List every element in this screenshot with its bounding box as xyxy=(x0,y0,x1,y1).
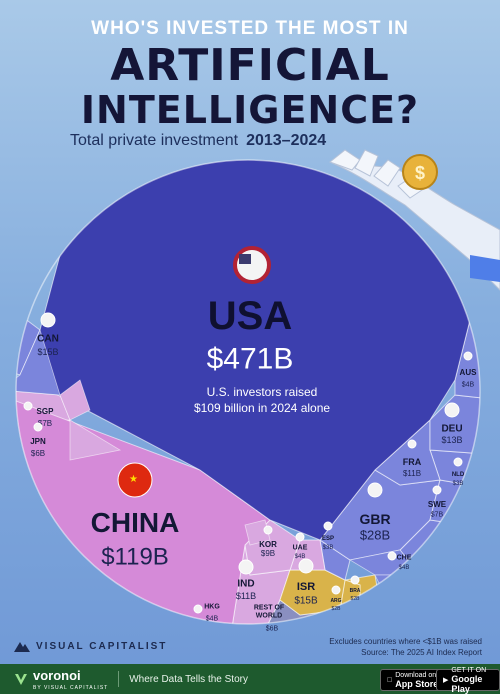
flag-china-star: ★ xyxy=(129,474,138,485)
googleplay-small: GET IT ON xyxy=(451,666,487,674)
chart-title-line1: ARTIFICIAL xyxy=(110,40,390,91)
flag-deu-icon xyxy=(444,402,460,418)
flag-uae-icon xyxy=(295,532,305,542)
cell-label-kor: KOR xyxy=(259,540,277,549)
flag-gbr-icon xyxy=(367,482,383,498)
cell-value-sgp: $7B xyxy=(38,419,52,428)
svg-text:$: $ xyxy=(415,163,425,183)
cell-value-che: $4B xyxy=(399,565,410,571)
appstore-big: App Store xyxy=(390,678,438,689)
flag-fra-icon xyxy=(407,439,417,449)
cell-value-hkg: $4B xyxy=(206,615,219,622)
chart-title-line2: INTELLIGENCE? xyxy=(80,88,420,132)
cell-value-esp: $3B xyxy=(323,545,334,551)
cell-label-chn: CHINA xyxy=(91,507,180,538)
subtitle-years: 2013–2024 xyxy=(246,132,327,149)
minor-country-cell xyxy=(69,419,122,461)
cell-value-row: $6B xyxy=(266,625,279,632)
cell-label-usa: USA xyxy=(208,294,292,338)
play-icon: ▶ xyxy=(443,677,449,684)
cell-label-row: REST OF WORLD xyxy=(254,604,285,619)
flag-nld-icon xyxy=(453,457,463,467)
minor-country-cell xyxy=(59,379,91,421)
voronoi-name: voronoi xyxy=(33,668,81,683)
cell-value-aus: $4B xyxy=(462,381,475,388)
cell-label-fra: FRA xyxy=(403,457,422,467)
flag-ind-icon xyxy=(238,559,254,575)
flag-arg-icon xyxy=(331,585,341,595)
flag-kor-icon xyxy=(263,525,273,535)
divider xyxy=(118,671,120,687)
cell-value-can: $15B xyxy=(37,347,58,357)
subtitle-text: Total private investment xyxy=(70,132,239,149)
cell-value-fra: $11B xyxy=(403,469,421,478)
cell-label-che: CHE xyxy=(397,554,412,561)
flag-che-icon xyxy=(387,551,397,561)
flag-can-icon xyxy=(40,312,56,328)
cell-value-kor: $9B xyxy=(261,549,275,558)
flag-sgp-icon xyxy=(23,401,33,411)
flag-jpn-icon xyxy=(33,422,43,432)
footer-note: Excludes countries where <$1B was raised… xyxy=(329,636,482,658)
flag-hkg-icon xyxy=(193,604,203,614)
appstore-small: Download on the xyxy=(390,671,448,679)
flag-bra-icon xyxy=(350,575,360,585)
cell-label-gbr: GBR xyxy=(359,511,390,527)
cell-value-usa: $471B xyxy=(207,343,294,376)
cell-label-isr: ISR xyxy=(297,581,315,593)
cell-label-hkg: HKG xyxy=(204,603,220,610)
brand-name: VISUAL CAPITALIST xyxy=(36,640,168,652)
cell-value-jpn: $6B xyxy=(31,449,45,458)
google-play-button[interactable]: ▶ GET IT ON Google Play xyxy=(436,666,500,694)
cell-label-can: CAN xyxy=(37,334,59,345)
cell-value-ind: $11B xyxy=(236,591,256,601)
flag-esp-icon xyxy=(323,521,333,531)
flag-swe-icon xyxy=(432,485,442,495)
tagline: Where Data Tells the Story xyxy=(129,673,248,685)
coin-icon: $ xyxy=(402,154,438,190)
cell-value-bra: $2B xyxy=(351,596,361,602)
minor-country-cell xyxy=(244,519,271,546)
cell-value-gbr: $28B xyxy=(360,528,390,543)
cell-label-nld: NLD xyxy=(452,472,465,478)
googleplay-big: Google Play xyxy=(451,673,483,694)
cell-label-aus: AUS xyxy=(460,368,478,377)
cell-label-bra: BRA xyxy=(350,588,361,594)
cell-value-uae: $4B xyxy=(295,554,306,560)
chart-kicker: WHO'S INVESTED THE MOST IN xyxy=(91,18,409,39)
cell-value-isr: $15B xyxy=(294,596,318,607)
voronoi-v-icon xyxy=(15,674,27,685)
voronoi-logo[interactable]: voronoi BY VISUAL CAPITALIST xyxy=(14,667,108,691)
flag-chn-icon xyxy=(117,462,153,498)
cell-label-deu: DEU xyxy=(441,424,462,435)
cell-value-chn: $119B xyxy=(101,543,169,570)
cell-label-jpn: JPN xyxy=(30,437,46,446)
flag-usa-canton xyxy=(239,254,251,264)
cell-value-arg: $2B xyxy=(332,606,342,612)
cell-label-esp: ESP xyxy=(322,536,334,542)
chart-subtitle: Total private investment 2013–2024 xyxy=(70,132,326,150)
source-note: Source: The 2025 AI Index Report xyxy=(361,648,482,657)
cell-value-deu: $13B xyxy=(441,435,462,445)
cell-label-ind: IND xyxy=(237,579,254,590)
flag-usa-icon xyxy=(233,246,271,284)
vc-mountain-icon xyxy=(14,642,30,652)
cell-label-swe: SWE xyxy=(428,500,447,509)
usa-annotation: U.S. investors raised $109 billion in 202… xyxy=(194,385,330,415)
minor-country-cell xyxy=(378,574,431,606)
cell-label-sgp: SGP xyxy=(37,407,55,416)
minor-country-cell xyxy=(374,574,421,606)
cell-value-nld: $3B xyxy=(453,481,464,487)
apple-icon:  xyxy=(387,677,392,684)
flag-aus-icon xyxy=(463,351,473,361)
visual-capitalist-logo: VISUAL CAPITALIST xyxy=(14,640,167,652)
voronoi-by: BY VISUAL CAPITALIST xyxy=(33,685,109,691)
cell-value-swe: $7B xyxy=(431,511,444,518)
cell-label-uae: UAE xyxy=(293,544,308,551)
flag-isr-icon xyxy=(298,558,314,574)
cell-label-arg: ARG xyxy=(330,598,341,604)
exclusion-note: Excludes countries where <$1B was raised xyxy=(329,637,482,646)
